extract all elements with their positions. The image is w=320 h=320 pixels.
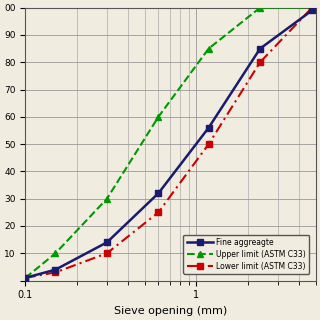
Upper limit (ASTM C33) [156, 115, 160, 119]
Fine aggreagte [53, 268, 57, 272]
Upper limit (ASTM C33) [310, 6, 314, 10]
Lower limit (ASTM C33) [156, 211, 160, 214]
Upper limit (ASTM C33) [23, 276, 27, 280]
Fine aggreagte [207, 126, 211, 130]
Lower limit (ASTM C33) [53, 270, 57, 274]
Legend: Fine aggreagte, Upper limit (ASTM C33), Lower limit (ASTM C33): Fine aggreagte, Upper limit (ASTM C33), … [183, 235, 309, 274]
Lower limit (ASTM C33) [207, 142, 211, 146]
Fine aggreagte [258, 47, 262, 51]
Upper limit (ASTM C33) [105, 197, 109, 201]
Upper limit (ASTM C33) [207, 47, 211, 51]
Fine aggreagte [156, 191, 160, 195]
Lower limit (ASTM C33) [105, 251, 109, 255]
Upper limit (ASTM C33) [258, 6, 262, 10]
Fine aggreagte [105, 240, 109, 244]
Fine aggreagte [310, 8, 314, 12]
Lower limit (ASTM C33) [258, 60, 262, 64]
Lower limit (ASTM C33) [310, 6, 314, 10]
Line: Lower limit (ASTM C33): Lower limit (ASTM C33) [23, 5, 315, 281]
Line: Upper limit (ASTM C33): Upper limit (ASTM C33) [22, 4, 316, 281]
Lower limit (ASTM C33) [23, 276, 27, 280]
X-axis label: Sieve opening (mm): Sieve opening (mm) [114, 306, 227, 316]
Line: Fine aggreagte: Fine aggreagte [23, 8, 315, 281]
Upper limit (ASTM C33) [53, 251, 57, 255]
Fine aggreagte [23, 276, 27, 280]
